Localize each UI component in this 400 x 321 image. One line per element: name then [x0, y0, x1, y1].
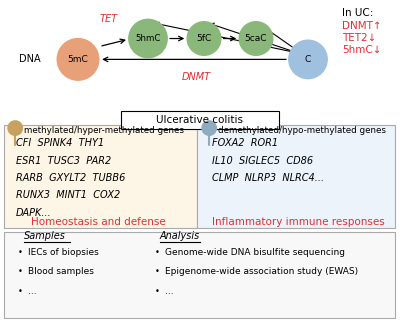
- Text: Blood samples: Blood samples: [28, 267, 94, 276]
- Text: •: •: [155, 267, 160, 276]
- Text: In UC:: In UC:: [342, 8, 373, 18]
- Text: RUNX3  MINT1  COX2: RUNX3 MINT1 COX2: [16, 190, 120, 200]
- FancyBboxPatch shape: [4, 125, 197, 228]
- Text: •: •: [18, 287, 23, 296]
- Text: CLMP  NLRP3  NLRC4...: CLMP NLRP3 NLRC4...: [212, 173, 324, 183]
- Text: •: •: [18, 248, 23, 257]
- Text: IL10  SIGLEC5  CD86: IL10 SIGLEC5 CD86: [212, 155, 313, 166]
- Ellipse shape: [129, 19, 167, 58]
- Ellipse shape: [239, 22, 273, 55]
- Text: ...: ...: [28, 287, 37, 296]
- Text: methylated/hyper-methylated genes: methylated/hyper-methylated genes: [24, 126, 184, 135]
- Text: •: •: [155, 287, 160, 296]
- Text: Inflammatory immune responses: Inflammatory immune responses: [212, 217, 384, 227]
- Text: demethylated/hypo-methylated genes: demethylated/hypo-methylated genes: [218, 126, 386, 135]
- FancyBboxPatch shape: [121, 111, 279, 129]
- Text: Ulcerative colitis: Ulcerative colitis: [156, 115, 244, 125]
- Text: CFI  SPINK4  THY1: CFI SPINK4 THY1: [16, 138, 104, 148]
- Text: TET: TET: [100, 14, 118, 24]
- Text: DNMT: DNMT: [182, 72, 210, 82]
- Text: FOXA2  ROR1: FOXA2 ROR1: [212, 138, 278, 148]
- Text: Analysis: Analysis: [160, 231, 200, 241]
- Ellipse shape: [8, 121, 22, 135]
- Text: Epigenome-wide association study (EWAS): Epigenome-wide association study (EWAS): [165, 267, 358, 276]
- Ellipse shape: [202, 121, 216, 135]
- FancyBboxPatch shape: [197, 125, 395, 228]
- Ellipse shape: [57, 39, 99, 80]
- Text: DNA: DNA: [19, 54, 41, 65]
- Ellipse shape: [187, 22, 221, 55]
- Text: 5fC: 5fC: [196, 34, 212, 43]
- Text: 5mC: 5mC: [68, 55, 88, 64]
- Text: Homeostasis and defense: Homeostasis and defense: [31, 217, 165, 227]
- Text: Samples: Samples: [24, 231, 66, 241]
- Ellipse shape: [289, 40, 327, 79]
- Text: TET2↓: TET2↓: [342, 33, 376, 43]
- Text: 5caC: 5caC: [245, 34, 267, 43]
- FancyBboxPatch shape: [4, 232, 395, 318]
- Text: •: •: [155, 248, 160, 257]
- Text: Genome-wide DNA bisulfite sequencing: Genome-wide DNA bisulfite sequencing: [165, 248, 345, 257]
- Text: 5hmC↓: 5hmC↓: [342, 45, 382, 55]
- Text: DAPK...: DAPK...: [16, 207, 52, 218]
- Text: •: •: [18, 267, 23, 276]
- Text: 5hmC: 5hmC: [135, 34, 161, 43]
- Text: IECs of biopsies: IECs of biopsies: [28, 248, 99, 257]
- Text: ESR1  TUSC3  PAR2: ESR1 TUSC3 PAR2: [16, 155, 111, 166]
- Text: DNMT↑: DNMT↑: [342, 21, 382, 31]
- Text: RARB  GXYLT2  TUBB6: RARB GXYLT2 TUBB6: [16, 173, 125, 183]
- Text: C: C: [305, 55, 311, 64]
- Text: ...: ...: [165, 287, 174, 296]
